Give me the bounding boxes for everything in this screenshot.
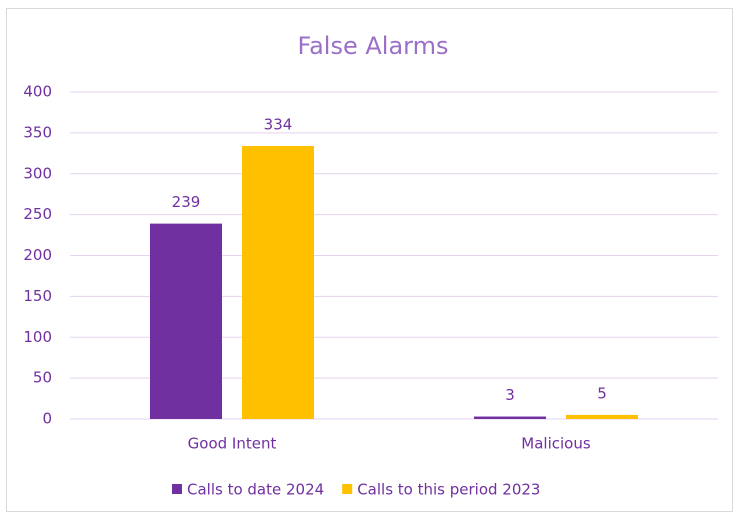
data-label: 5 — [597, 384, 607, 402]
x-tick-label: Malicious — [521, 435, 591, 453]
chart-title: False Alarms — [298, 32, 449, 60]
bar — [474, 416, 546, 419]
y-tick-label: 200 — [23, 246, 52, 264]
x-tick-label: Good Intent — [188, 435, 277, 453]
y-tick-label: 400 — [23, 83, 52, 101]
y-tick-label: 250 — [23, 205, 52, 223]
y-tick-label: 300 — [23, 164, 52, 182]
legend-swatch — [172, 484, 182, 494]
y-tick-label: 150 — [23, 287, 52, 305]
y-tick-label: 50 — [33, 369, 52, 387]
y-tick-label: 350 — [23, 123, 52, 141]
chart-border — [6, 8, 733, 512]
legend-label: Calls to this period 2023 — [357, 481, 540, 499]
data-label: 334 — [264, 115, 293, 133]
y-tick-label: 0 — [42, 410, 52, 428]
data-label: 3 — [505, 386, 515, 404]
data-label: 239 — [172, 193, 201, 211]
bar — [242, 145, 314, 419]
bar — [566, 414, 638, 419]
legend-swatch — [342, 484, 353, 494]
y-tick-label: 100 — [23, 328, 52, 346]
bar — [150, 223, 222, 419]
legend-label: Calls to date 2024 — [187, 481, 324, 499]
